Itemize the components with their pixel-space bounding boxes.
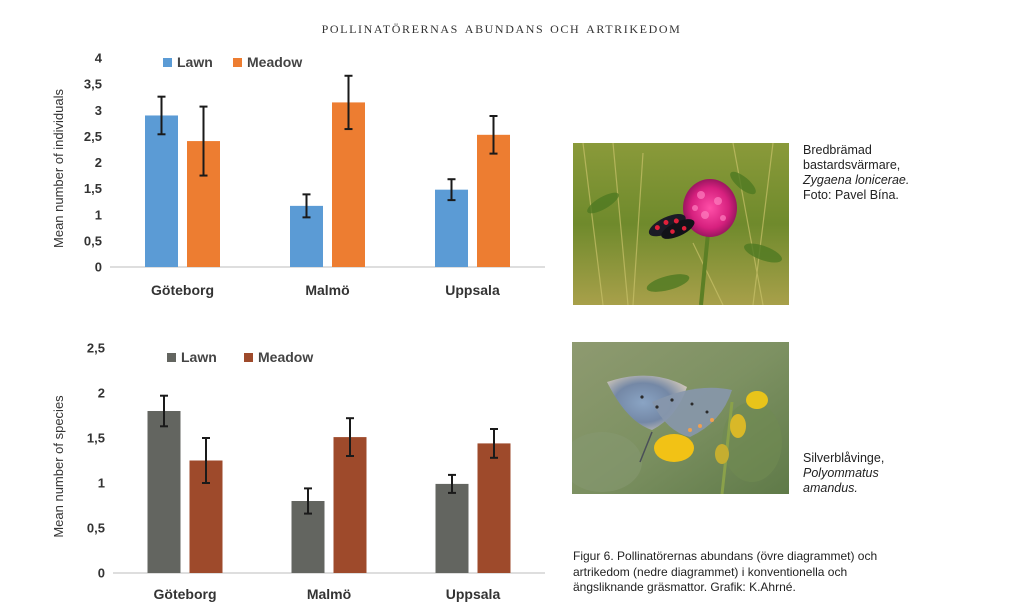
y-tick-label: 1,5	[87, 431, 105, 446]
error-bar	[448, 473, 456, 494]
bar-lawn-uppsala	[435, 189, 468, 267]
error-bar	[302, 193, 311, 219]
x-category-label: Uppsala	[445, 282, 500, 298]
y-tick-label: 2	[98, 386, 105, 401]
page-title: pollinatörernas abundans och artrikedom	[321, 18, 682, 37]
y-tick-label: 1	[98, 476, 105, 491]
chart-species: 0 0,5 1 1,5 2 2,5 Mean number of species Götebo…	[51, 341, 545, 602]
x-category-label: Göteborg	[154, 586, 217, 602]
y-tick-label: 2,5	[84, 129, 102, 144]
moth-photo	[573, 143, 789, 305]
y-tick-label: 3,5	[84, 77, 102, 92]
error-bar	[346, 417, 354, 457]
error-bar	[160, 394, 168, 428]
legend-swatch	[244, 353, 253, 362]
butterfly-photo	[572, 342, 789, 494]
moth-caption: Bredbrämad bastardsvärmare, Zygaena loni…	[803, 143, 910, 202]
bar-lawn-göteborg	[145, 115, 178, 267]
bar-meadow-uppsala	[477, 134, 510, 267]
legend-label: Meadow	[247, 54, 302, 70]
x-category-label: Malmö	[305, 282, 349, 298]
y-tick-label: 0,5	[87, 521, 105, 536]
x-category-label: Uppsala	[446, 586, 501, 602]
y-tick-label: 0	[98, 566, 105, 581]
legend-swatch	[163, 58, 172, 67]
y-tick-label: 2,5	[87, 341, 105, 356]
error-bar	[344, 74, 353, 131]
error-bar	[202, 437, 210, 484]
error-bar	[157, 95, 166, 136]
error-bar	[304, 487, 312, 515]
y-tick-label: 0	[95, 260, 102, 275]
y-tick-label: 0,5	[84, 233, 102, 248]
error-bar	[490, 428, 498, 459]
legend-label: Meadow	[258, 349, 313, 365]
legend-swatch	[233, 58, 242, 67]
legend-label: Lawn	[177, 54, 213, 70]
y-tick-label: 2	[95, 155, 102, 170]
y-tick-label: 3	[95, 103, 102, 118]
butterfly-caption: Silverblåvinge, Polyommatus amandus.	[803, 451, 885, 495]
x-category-label: Göteborg	[151, 282, 214, 298]
bar-meadow-malmö	[333, 437, 367, 573]
y-axis-label: Mean number of individuals	[51, 89, 66, 248]
error-bar	[199, 105, 208, 177]
legend-swatch	[167, 353, 176, 362]
y-tick-label: 4	[95, 51, 103, 66]
error-bar	[489, 114, 498, 155]
chart-individuals: 0 0,5 1 1,5 2 2,5 3 3,5 4 Mean number of individu…	[51, 51, 545, 298]
figure-caption: Figur 6. Pollinatörernas abundans (övre …	[573, 549, 878, 594]
legend-label: Lawn	[181, 349, 217, 365]
y-tick-label: 1,5	[84, 181, 102, 196]
x-category-label: Malmö	[307, 586, 351, 602]
y-tick-label: 1	[95, 207, 102, 222]
y-axis-label: Mean number of species	[51, 395, 66, 538]
error-bar	[447, 178, 456, 202]
bar-lawn-göteborg	[147, 411, 181, 573]
bar-meadow-uppsala	[477, 443, 511, 573]
bar-lawn-uppsala	[435, 483, 469, 573]
